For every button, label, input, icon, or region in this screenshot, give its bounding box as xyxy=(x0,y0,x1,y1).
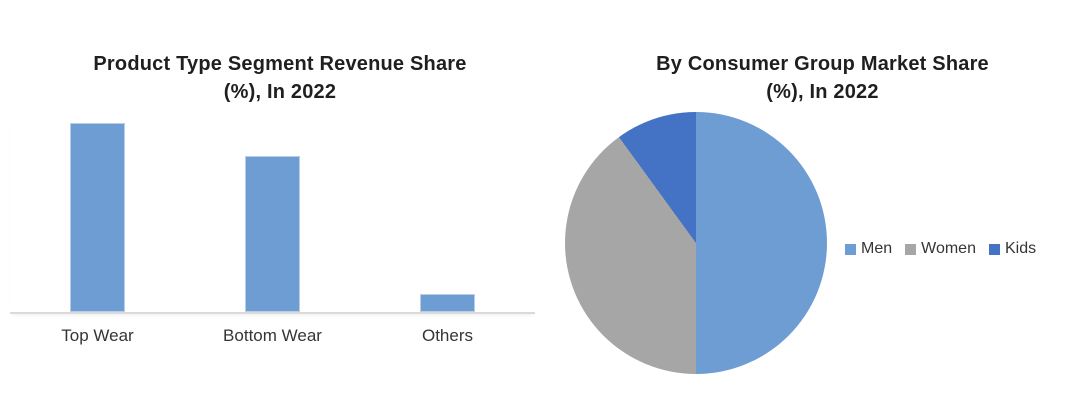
legend-swatch-women xyxy=(905,243,917,255)
legend-item-men: Men xyxy=(845,240,892,258)
legend-label-women: Women xyxy=(921,240,976,257)
bar-top-wear xyxy=(70,123,125,312)
category-label-bottom-wear: Bottom Wear xyxy=(223,326,322,345)
legend-swatch-kids xyxy=(988,243,1000,255)
category-label-top-wear: Top Wear xyxy=(61,326,134,345)
category-label-others: Others xyxy=(421,326,474,345)
bar-bottom-wear xyxy=(245,156,300,312)
bar-category-labels: Top Wear Bottom Wear Others xyxy=(10,326,535,346)
legend-label-men: Men xyxy=(861,240,893,257)
bar-column xyxy=(185,112,360,312)
bar-chart-title-line2: (%), In 2022 xyxy=(223,80,337,103)
bar-others xyxy=(420,294,475,312)
bar-chart-title-line1: Product Type Segment Revenue Share xyxy=(93,52,467,75)
legend-swatch-men xyxy=(845,243,856,255)
bar-column xyxy=(10,112,185,312)
pie-graphic xyxy=(565,112,827,374)
pie-chart-title-line1: By Consumer Group Market Share xyxy=(656,52,989,75)
legend-label-kids: Kids xyxy=(1004,240,1037,257)
bar-column xyxy=(360,112,535,312)
bar-chart-title: Product Type Segment Revenue Share (%), … xyxy=(30,50,530,106)
pie-chart-title-line2: (%), In 2022 xyxy=(766,80,879,103)
pie-legend: Men Women Kids xyxy=(845,240,1036,258)
legend-item-women: Women xyxy=(905,240,976,258)
pie-chart-title: By Consumer Group Market Share (%), In 2… xyxy=(620,50,1025,106)
bar-plot xyxy=(10,112,535,314)
legend-item-kids: Kids xyxy=(988,240,1037,258)
